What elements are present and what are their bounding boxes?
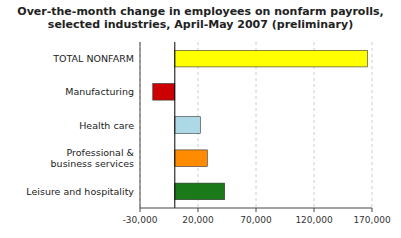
bars xyxy=(153,50,368,199)
zero-line xyxy=(174,42,175,208)
x-axis-line xyxy=(140,208,372,209)
bar xyxy=(153,84,175,101)
bar xyxy=(175,183,225,200)
grid xyxy=(140,42,372,208)
bar xyxy=(175,150,207,167)
bar xyxy=(175,117,201,134)
x-tick xyxy=(198,208,199,212)
x-tick xyxy=(314,208,315,212)
bar xyxy=(175,50,368,67)
chart: Over-the-month change in employees on no… xyxy=(0,0,401,238)
x-tick xyxy=(140,208,141,212)
x-tick-label: 20,000 xyxy=(182,215,214,225)
y-axis-line xyxy=(140,42,141,208)
y-tick-label: TOTAL NONFARM xyxy=(52,53,134,64)
x-tick-label: 120,000 xyxy=(295,215,332,225)
y-tick-label: Professional &business services xyxy=(51,147,135,169)
y-tick-label: Leisure and hospitality xyxy=(26,186,134,197)
y-tick-label: Health care xyxy=(79,120,134,131)
x-tick xyxy=(372,208,373,212)
grid-line xyxy=(372,42,373,208)
x-tick xyxy=(256,208,257,212)
x-tick-label: 70,000 xyxy=(240,215,272,225)
grid-line xyxy=(140,42,141,208)
x-tick-label: 170,000 xyxy=(353,215,390,225)
x-tick-label: -30,000 xyxy=(123,215,158,225)
title: Over-the-month change in employees on no… xyxy=(17,5,383,31)
y-tick-label: Manufacturing xyxy=(65,86,134,97)
